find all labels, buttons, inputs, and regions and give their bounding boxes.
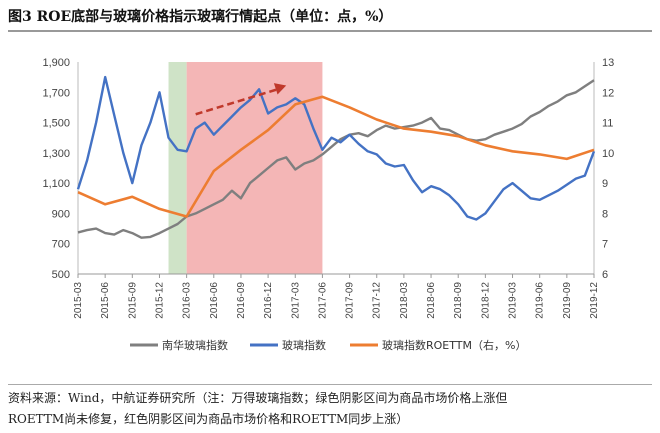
right-tick-label: 11 xyxy=(602,118,613,130)
x-tick-label: 2019-09 xyxy=(562,282,573,319)
x-tick-label: 2016-09 xyxy=(236,282,247,319)
right-tick-label: 12 xyxy=(602,87,614,99)
right-axis-ticks: 13 12 11 10 9 8 7 6 xyxy=(602,57,614,281)
x-tick-label: 2019-12 xyxy=(589,282,600,319)
notes-line-1: 资料来源：Wind，中航证券研究所（注：万得玻璃指数；绿色阴影区间为商品市场价格… xyxy=(8,391,508,405)
series-lines xyxy=(76,75,596,239)
x-tick-label: 2017-06 xyxy=(317,282,328,319)
x-tick-label: 2018-03 xyxy=(399,282,410,319)
left-axis-ticks: 1,900 1,700 1,500 1,300 1,100 900 700 500 xyxy=(42,57,70,281)
right-tick-label: 9 xyxy=(602,178,608,190)
x-tick-label: 2016-03 xyxy=(182,282,193,319)
notes-line-2: ROETTM尚未修复，红色阴影区间为商品市场价格和ROETTM同步上涨） xyxy=(8,412,409,426)
x-tick-label: 2019-06 xyxy=(535,282,546,319)
left-tick-label: 500 xyxy=(52,269,70,281)
right-tick-label: 7 xyxy=(602,239,608,251)
right-tick-label: 10 xyxy=(602,148,614,160)
plot-frame xyxy=(77,62,595,275)
x-tick-label: 2017-09 xyxy=(345,282,356,319)
series-line-0 xyxy=(77,79,595,239)
left-tick-label: 700 xyxy=(52,239,70,251)
source-notes: 资料来源：Wind，中航证券研究所（注：万得玻璃指数；绿色阴影区间为商品市场价格… xyxy=(8,388,654,430)
left-tick-label: 1,100 xyxy=(42,178,70,190)
chart-background xyxy=(8,36,652,382)
x-tick-label: 2017-12 xyxy=(372,282,383,319)
legend-label-roe: 玻璃指数ROETTM（右，%） xyxy=(382,338,526,352)
left-tick-label: 1,700 xyxy=(42,87,70,99)
x-tick-label: 2015-12 xyxy=(154,282,165,319)
right-tick-label: 6 xyxy=(602,269,608,281)
title-divider xyxy=(8,30,652,32)
left-tick-label: 900 xyxy=(52,208,70,220)
x-tick-label: 2018-12 xyxy=(480,282,491,319)
left-tick-label: 1,300 xyxy=(42,148,70,160)
legend-label-nanhua: 南华玻璃指数 xyxy=(162,338,228,352)
trend-arrow xyxy=(195,83,287,116)
right-tick-label: 13 xyxy=(602,57,614,69)
x-tick-label: 2015-03 xyxy=(73,282,84,319)
series-line-1 xyxy=(76,75,596,221)
x-tick-label: 2016-12 xyxy=(263,282,274,319)
figure-title: 图3 ROE底部与玻璃价格指示玻璃行情起点（单位：点，%） xyxy=(8,9,393,25)
x-tick-label: 2018-09 xyxy=(453,282,464,319)
legend: 南华玻璃指数 玻璃指数 玻璃指数ROETTM（右，%） xyxy=(130,338,526,352)
trend-arrow-shaft xyxy=(195,87,281,116)
x-tick-label: 2018-06 xyxy=(426,282,437,319)
trend-arrow-head xyxy=(273,83,287,95)
x-tick-label: 2017-03 xyxy=(290,282,301,319)
right-tick-label: 8 xyxy=(602,208,608,220)
x-axis-ticks: 2015-03 2015-06 2015-09 2015-12 2016-03 2016-… xyxy=(73,274,600,319)
x-tick-label: 2016-06 xyxy=(209,282,220,319)
x-tick-label: 2019-03 xyxy=(508,282,519,319)
left-tick-label: 1,900 xyxy=(42,57,70,69)
legend-label-glass-index: 玻璃指数 xyxy=(282,338,326,352)
shaded-regions xyxy=(168,62,323,274)
x-tick-label: 2015-09 xyxy=(127,282,138,319)
x-tick-label: 2015-06 xyxy=(100,282,111,319)
series-line-2 xyxy=(77,95,595,218)
left-tick-label: 1,500 xyxy=(42,118,70,130)
notes-divider xyxy=(8,384,652,385)
shaded-region-green xyxy=(168,62,187,274)
